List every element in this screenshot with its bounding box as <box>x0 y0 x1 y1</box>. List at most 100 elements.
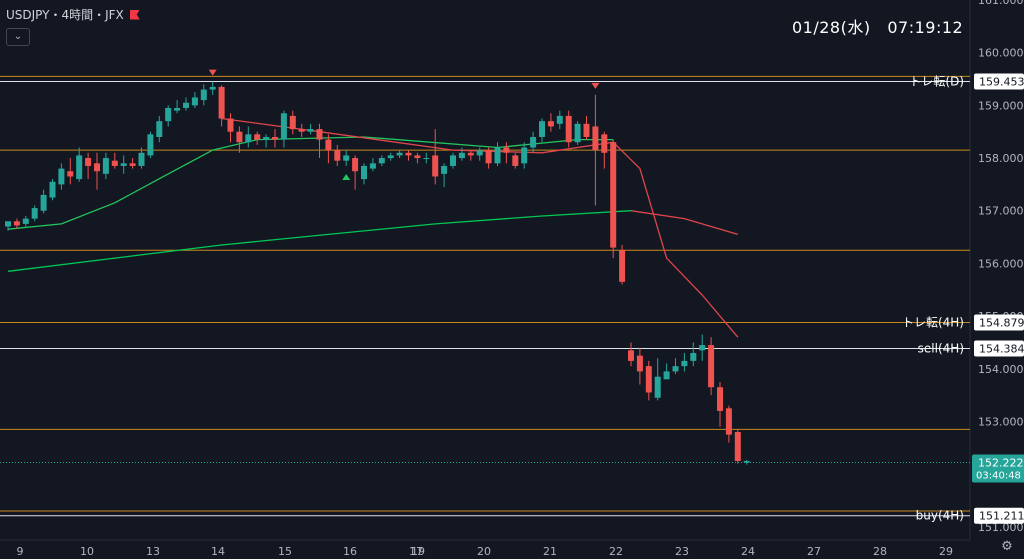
price-tag-label: 151.211 <box>979 510 1024 523</box>
candle-body[interactable] <box>592 126 599 151</box>
candle-body[interactable] <box>272 136 278 140</box>
candle-body[interactable] <box>663 371 670 380</box>
price-tag-label: 159.453 <box>979 76 1024 89</box>
candle-body[interactable] <box>601 134 608 153</box>
candle-body[interactable] <box>494 147 501 164</box>
candle-body[interactable] <box>565 115 572 143</box>
candle-body[interactable] <box>129 163 136 166</box>
candle-body[interactable] <box>102 158 109 174</box>
candle-body[interactable] <box>289 115 296 130</box>
candle-body[interactable] <box>654 376 661 398</box>
candle-body[interactable] <box>191 97 198 106</box>
candle-body[interactable] <box>619 250 626 282</box>
candle-body[interactable] <box>690 352 697 361</box>
candle-body[interactable] <box>200 89 207 101</box>
y-tick-label: 154.000 <box>978 363 1024 376</box>
symbol-header[interactable]: USDJPY・4時間・JFX <box>6 6 140 23</box>
candle-body[interactable] <box>254 134 261 140</box>
x-tick-label: 22 <box>609 545 623 558</box>
chevron-down-icon[interactable]: ⌄ <box>6 28 30 46</box>
candle-body[interactable] <box>699 345 706 351</box>
candle-body[interactable] <box>423 158 430 160</box>
candle-body[interactable] <box>298 129 305 132</box>
candle-body[interactable] <box>67 171 74 177</box>
candle-body[interactable] <box>387 155 394 159</box>
candle-body[interactable] <box>530 136 537 148</box>
flag-icon[interactable] <box>129 9 140 20</box>
candle-body[interactable] <box>512 155 519 166</box>
candle-body[interactable] <box>138 152 145 166</box>
candle-body[interactable] <box>628 350 634 361</box>
candle-body[interactable] <box>645 366 652 393</box>
candle-body[interactable] <box>734 432 741 461</box>
candle-body[interactable] <box>405 152 412 156</box>
candle-body[interactable] <box>227 118 234 132</box>
candle-body[interactable] <box>22 218 29 224</box>
candle-body[interactable] <box>316 129 323 140</box>
y-tick-label: 153.000 <box>978 415 1024 428</box>
candle-body[interactable] <box>450 155 456 166</box>
candle-body[interactable] <box>396 152 403 156</box>
x-tick-label: 14 <box>211 545 225 558</box>
x-tick-label: 10 <box>80 545 94 558</box>
candle-body[interactable] <box>583 123 590 137</box>
candle-body[interactable] <box>414 155 421 159</box>
candle-body[interactable] <box>539 121 545 137</box>
candle-body[interactable] <box>76 155 83 180</box>
candle-body[interactable] <box>681 360 688 367</box>
y-tick-label: 156.000 <box>978 257 1024 270</box>
candle-body[interactable] <box>708 345 715 388</box>
candle-body[interactable] <box>58 168 65 185</box>
x-tick-label: 9 <box>17 545 24 558</box>
candle-body[interactable] <box>610 142 617 248</box>
candle-body[interactable] <box>245 134 252 143</box>
candle-body[interactable] <box>547 121 554 127</box>
candle-body[interactable] <box>147 134 154 156</box>
candle-body[interactable] <box>280 113 287 140</box>
candle-body[interactable] <box>94 163 100 172</box>
candle-body[interactable] <box>5 221 11 227</box>
candle-body[interactable] <box>432 155 439 177</box>
candle-body[interactable] <box>111 160 118 166</box>
x-tick-label: 21 <box>543 545 557 558</box>
y-tick-label: 161.000 <box>978 0 1024 7</box>
candle-body[interactable] <box>467 152 474 156</box>
candle-body[interactable] <box>441 165 448 174</box>
candle-body[interactable] <box>636 355 643 372</box>
candle-body[interactable] <box>378 158 385 164</box>
candle-body[interactable] <box>521 147 528 164</box>
candle-body[interactable] <box>574 123 581 143</box>
candle-body[interactable] <box>725 408 732 435</box>
candle-body[interactable] <box>120 163 127 166</box>
candle-body[interactable] <box>209 86 216 90</box>
candle-body[interactable] <box>334 150 341 161</box>
candle-body[interactable] <box>476 150 483 156</box>
candle-body[interactable] <box>40 194 47 211</box>
candle-body[interactable] <box>174 108 181 111</box>
candle-body[interactable] <box>343 155 350 161</box>
candle-body[interactable] <box>325 139 332 151</box>
candle-body[interactable] <box>218 86 225 119</box>
candle-body[interactable] <box>263 136 270 140</box>
candle-body[interactable] <box>743 460 750 463</box>
candle-body[interactable] <box>236 131 243 143</box>
candle-body[interactable] <box>361 165 367 180</box>
candle-body[interactable] <box>369 163 376 169</box>
candle-body[interactable] <box>672 366 679 372</box>
candle-body[interactable] <box>485 150 492 164</box>
candle-body[interactable] <box>556 115 563 124</box>
candle-body[interactable] <box>165 108 172 122</box>
candle-body[interactable] <box>31 208 38 219</box>
candle-body[interactable] <box>503 147 510 153</box>
candle-body[interactable] <box>307 129 314 132</box>
candle-body[interactable] <box>13 221 20 226</box>
candle-body[interactable] <box>183 102 189 108</box>
candle-body[interactable] <box>49 181 56 198</box>
candle-body[interactable] <box>717 387 723 411</box>
candle-body[interactable] <box>156 121 163 137</box>
candle-body[interactable] <box>458 152 465 159</box>
candle-body[interactable] <box>85 158 92 166</box>
gear-icon[interactable]: ⚙ <box>1001 539 1013 554</box>
candle-body[interactable] <box>352 158 359 172</box>
